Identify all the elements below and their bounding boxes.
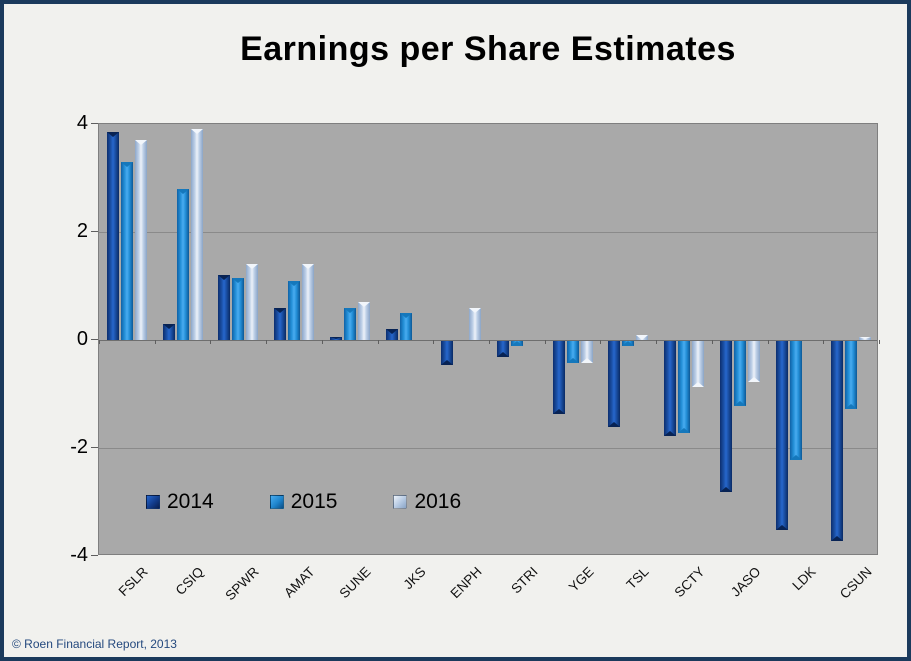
bar-TSL-2015 bbox=[622, 341, 635, 347]
y-axis-label: -4 bbox=[70, 544, 88, 566]
bar-CSIQ-2016 bbox=[190, 129, 203, 340]
bar-TSL-2016 bbox=[636, 334, 649, 340]
x-axis-label-CSUN: CSUN bbox=[837, 564, 875, 602]
y-axis-label: 4 bbox=[76, 112, 88, 134]
bar-SUNE-2015 bbox=[343, 307, 356, 340]
x-axis-label-SPWR: SPWR bbox=[222, 564, 262, 604]
bar-YGE-2014 bbox=[552, 341, 565, 414]
x-axis-tick bbox=[99, 340, 100, 344]
bar-ENPH-2016 bbox=[469, 307, 482, 340]
legend-marker-2014-icon bbox=[146, 495, 160, 509]
legend-marker-2015-icon bbox=[269, 495, 284, 509]
x-axis-tick bbox=[600, 340, 602, 344]
x-axis-label-STRI: STRI bbox=[508, 564, 541, 597]
x-axis-label-SUNE: SUNE bbox=[336, 564, 374, 602]
legend-item-2016: 2016 bbox=[393, 490, 461, 514]
x-axis-tick bbox=[377, 340, 379, 344]
bar-AMAT-2016 bbox=[302, 264, 315, 340]
bar-SCTY-2014 bbox=[664, 341, 677, 436]
x-axis-tick bbox=[433, 340, 435, 344]
bar-SPWR-2016 bbox=[246, 264, 259, 340]
bar-LDK-2015 bbox=[789, 341, 802, 460]
legend-item-2015: 2015 bbox=[269, 490, 338, 514]
bar-FSLR-2015 bbox=[121, 161, 133, 340]
bar-SPWR-2015 bbox=[232, 277, 245, 340]
bar-JASO-2014 bbox=[719, 341, 732, 493]
x-axis-label-LDK: LDK bbox=[789, 564, 820, 594]
legend-label-2014: 2014 bbox=[167, 490, 214, 513]
legend-item-2014: 2014 bbox=[146, 490, 214, 514]
x-axis-tick bbox=[767, 340, 769, 344]
copyright-note: © Roen Financial Report, 2013 bbox=[12, 637, 177, 651]
x-axis-tick bbox=[210, 340, 212, 344]
bar-SPWR-2014 bbox=[218, 275, 231, 340]
bar-JKS-2014 bbox=[385, 329, 398, 340]
bar-CSIQ-2014 bbox=[162, 323, 175, 340]
gridline bbox=[99, 447, 877, 449]
y-axis-tick bbox=[91, 339, 98, 340]
y-axis-label: 0 bbox=[76, 328, 88, 350]
bar-CSUN-2014 bbox=[831, 341, 844, 541]
bar-CSIQ-2015 bbox=[176, 188, 189, 340]
bar-AMAT-2015 bbox=[288, 280, 301, 340]
x-axis-label-SCTY: SCTY bbox=[671, 564, 708, 601]
x-axis-tick bbox=[154, 340, 156, 344]
bar-STRI-2014 bbox=[497, 341, 509, 358]
x-axis-label-YGE: YGE bbox=[565, 564, 597, 595]
bar-CSUN-2016 bbox=[859, 337, 872, 340]
zero-axis-line bbox=[99, 339, 877, 341]
x-axis-label-TSL: TSL bbox=[623, 564, 652, 593]
legend-label-2016: 2016 bbox=[414, 490, 462, 513]
plot-area bbox=[98, 123, 880, 555]
x-axis-tick bbox=[321, 340, 323, 344]
x-axis-tick bbox=[266, 340, 268, 344]
x-axis-tick bbox=[711, 340, 713, 344]
bar-YGE-2016 bbox=[580, 341, 593, 363]
y-axis-label: 2 bbox=[76, 220, 88, 242]
y-axis-tick bbox=[91, 231, 98, 232]
bar-SCTY-2015 bbox=[678, 341, 691, 433]
bar-FSLR-2014 bbox=[107, 132, 119, 340]
bar-SUNE-2016 bbox=[357, 302, 370, 340]
chart-title: Earnings per Share Estimates bbox=[240, 30, 736, 68]
x-axis-label-ENPH: ENPH bbox=[447, 564, 485, 602]
legend-label-2015: 2015 bbox=[290, 490, 338, 513]
bar-JASO-2016 bbox=[747, 341, 760, 382]
x-axis-label-JASO: JASO bbox=[727, 564, 764, 600]
bar-CSUN-2015 bbox=[845, 341, 858, 409]
bar-FSLR-2016 bbox=[135, 140, 147, 340]
bar-ENPH-2014 bbox=[441, 341, 454, 366]
bar-STRI-2015 bbox=[511, 341, 523, 347]
x-axis-label-FSLR: FSLR bbox=[115, 564, 151, 600]
x-axis-label-CSIQ: CSIQ bbox=[172, 564, 207, 598]
x-axis-tick bbox=[489, 340, 490, 344]
y-axis-tick bbox=[91, 447, 98, 448]
legend-marker-2016-icon bbox=[393, 495, 408, 509]
bar-SUNE-2014 bbox=[329, 337, 342, 340]
y-axis-tick bbox=[91, 123, 98, 124]
x-axis-tick bbox=[544, 340, 546, 344]
bar-YGE-2015 bbox=[566, 341, 579, 363]
bar-JKS-2015 bbox=[399, 313, 412, 340]
legend: 2014 2015 2016 bbox=[146, 490, 461, 514]
y-axis-tick bbox=[91, 555, 98, 556]
y-axis-label: -2 bbox=[70, 436, 88, 458]
x-axis-tick bbox=[823, 340, 825, 344]
bar-TSL-2014 bbox=[608, 341, 621, 428]
bar-JASO-2015 bbox=[733, 341, 746, 406]
x-axis-tick bbox=[879, 340, 880, 344]
gridline bbox=[99, 231, 877, 233]
bar-LDK-2014 bbox=[775, 341, 788, 530]
x-axis-label-AMAT: AMAT bbox=[281, 564, 318, 601]
bar-SCTY-2016 bbox=[692, 341, 705, 387]
bar-AMAT-2014 bbox=[274, 307, 287, 340]
x-axis-label-JKS: JKS bbox=[400, 564, 430, 593]
x-axis-tick bbox=[656, 340, 658, 344]
